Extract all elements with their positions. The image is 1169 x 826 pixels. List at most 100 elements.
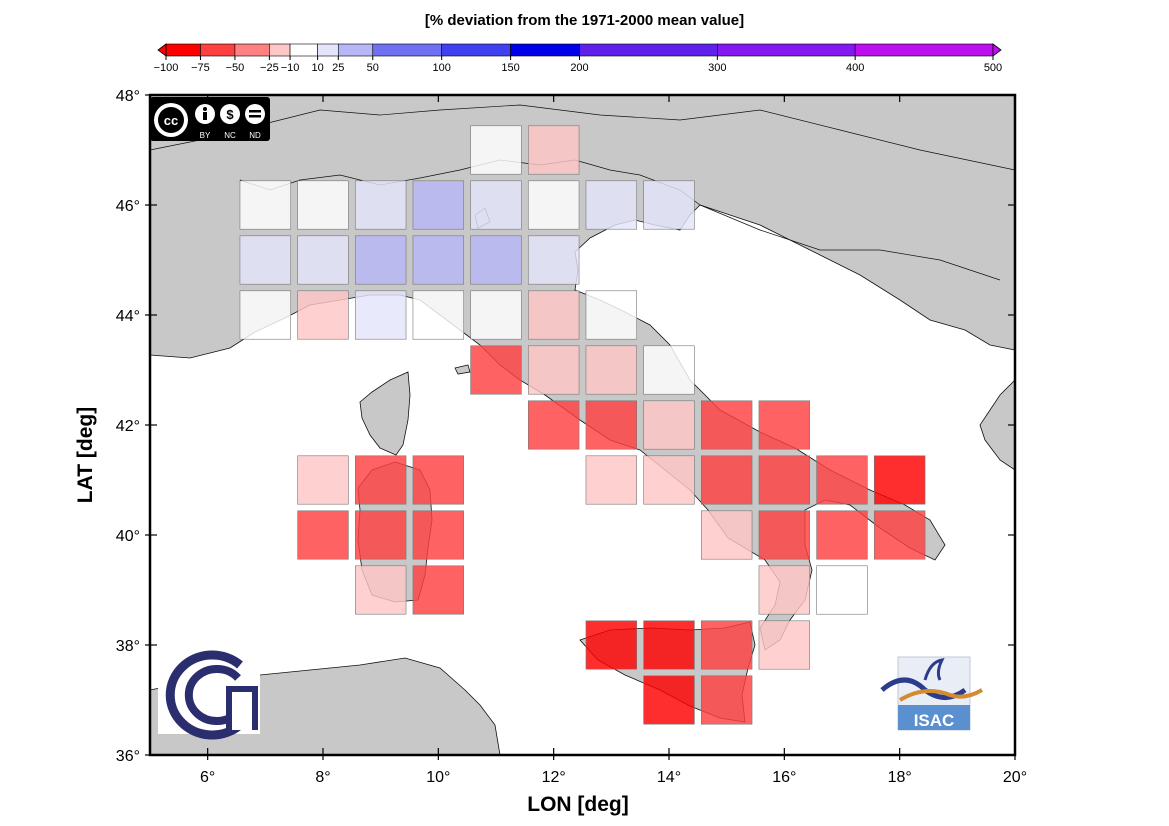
colorbar-tick-label: 100 [432,62,450,74]
grid-cell [470,180,522,230]
grid-cell [643,455,695,505]
grid-cell [354,565,407,615]
colorbar-tick-label: −100 [154,62,179,74]
colorbar-tick-label: 150 [501,62,519,74]
colorbar-max-arrow [992,43,1002,57]
grid-cell [412,455,465,505]
grid-cell [816,455,868,505]
colorbar-tick-label: 50 [367,62,379,74]
land-balkans [979,379,1016,471]
grid-cell [585,180,638,230]
x-tick-label: 12° [542,769,566,786]
grid-cell [354,235,407,285]
colorbar-segment [337,43,374,57]
x-tick-label: 10° [426,769,450,786]
y-tick-label: 46° [116,198,140,215]
grid-cell [700,455,753,505]
grid-cell [412,235,465,285]
license-tag-by: BY [200,131,211,140]
grid-cell [700,620,753,670]
colorbar-segment [289,43,318,57]
grid-cell [758,510,811,560]
colorbar-tick-label: −10 [281,62,300,74]
svg-text:$: $ [226,107,234,122]
nc-icon [220,104,240,124]
grid-cell [758,455,811,505]
grid-cell [354,180,407,230]
grid-cell [758,620,811,670]
grid-cell [873,455,926,505]
grid-cell [758,400,811,450]
x-tick-label: 6° [200,769,215,786]
grid-cell [297,510,349,560]
grid-cell [412,290,465,340]
grid-cell [643,180,695,230]
colorbar-segment [165,43,201,57]
isac-logo: ISAC [880,656,984,731]
grid-cell [700,400,753,450]
grid-cell [239,290,292,340]
colorbar-segment [200,43,236,57]
x-tick-label: 18° [888,769,912,786]
grid-cell [758,565,811,615]
colorbar-tick-label: −25 [260,62,279,74]
grid-cell [297,235,349,285]
license-tag-nc: NC [224,131,236,140]
grid-cell [527,235,580,285]
grid-cell [585,400,638,450]
grid-cell [412,510,465,560]
x-tick-label: 14° [657,769,681,786]
grid-cell [354,290,407,340]
grid-cell [643,400,695,450]
colorbar-tick-label: 300 [708,62,726,74]
grid-cell [239,235,292,285]
nd-icon [245,104,265,124]
grid-cell [412,180,465,230]
colorbar-tick-label: −75 [191,62,210,74]
colorbar-segment [372,43,442,57]
y-tick-label: 40° [116,528,140,545]
grid-cell [585,455,638,505]
grid-cell [527,290,580,340]
colorbar-tick-label: 25 [332,62,344,74]
y-tick-label: 42° [116,418,140,435]
grid-cell [470,345,522,395]
colorbar-min-arrow [157,43,167,57]
grid-cell [470,290,522,340]
license-tag-nd: ND [249,131,261,140]
colorbar-tick-label: −50 [226,62,245,74]
grid-cell [643,675,695,725]
cc-icon: cc [164,113,178,128]
colorbar-segment [854,43,994,57]
grid-cell [643,345,695,395]
grid-cell [527,125,580,175]
grid-cell [297,180,349,230]
colorbar-segment [269,43,291,57]
grid-cell [527,400,580,450]
colorbar-segment [510,43,580,57]
grid-cell [527,345,580,395]
grid-cell [354,510,407,560]
grid-cell [585,290,638,340]
colorbar-segment [234,43,270,57]
colorbar-title: [% deviation from the 1971-2000 mean val… [424,12,745,29]
cnr-logo [158,648,260,740]
colorbar-segment [317,43,339,57]
y-tick-label: 48° [116,88,140,105]
colorbar-tick-label: 200 [570,62,588,74]
colorbar-tick-label: 400 [846,62,864,74]
grid-cell [297,290,349,340]
colorbar: −100 −75 −50 −25 −10 10 25 50 100 150 200 300 400 500 [154,43,1002,74]
y-tick-label: 38° [116,638,140,655]
x-tick-label: 8° [315,769,330,786]
grid-cell [297,455,349,505]
grid-cell [585,620,638,670]
border-balkan [699,204,1001,281]
land-corsica [359,371,411,456]
grid-cell [470,235,522,285]
grid-cell [239,180,292,230]
grid-cell [585,345,638,395]
grid-cell [873,510,926,560]
grid-cell [470,125,522,175]
